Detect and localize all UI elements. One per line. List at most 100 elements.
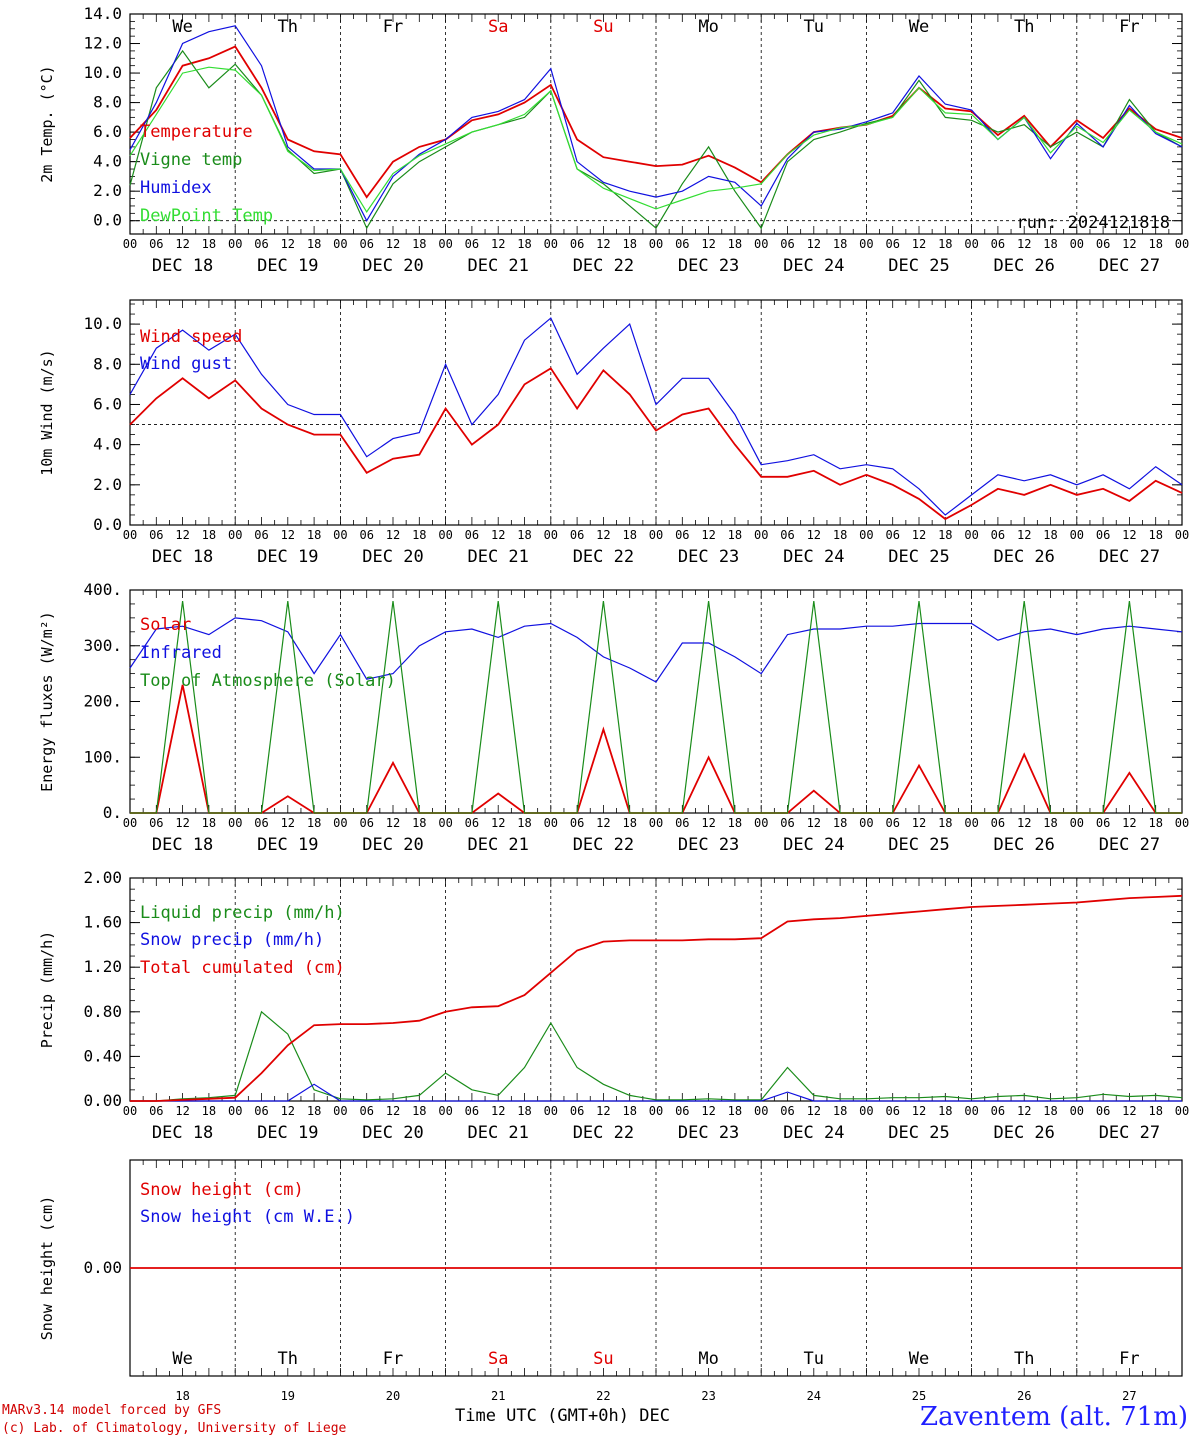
hour-tick-label: 00 [123,816,137,830]
weekday-label: We [909,1349,929,1369]
date-label: DEC 24 [783,1123,844,1143]
hour-tick-label: 12 [701,237,715,251]
hour-tick-label: 00 [1175,237,1189,251]
hour-tick-label: 12 [386,816,400,830]
hour-tick-label: 00 [333,237,347,251]
hour-tick-label: 06 [1096,1104,1110,1118]
hour-tick-label: 00 [1070,237,1084,251]
date-label: DEC 20 [362,1123,423,1143]
y-tick-label: 200. [83,692,122,711]
series-line-liquid-precip-mm-h- [130,1010,1183,1102]
date-label: DEC 27 [1099,835,1160,855]
date-label: DEC 26 [993,547,1054,567]
legend-entry: Total cumulated (cm) [140,958,345,978]
hour-tick-label: 00 [1175,528,1189,542]
hour-tick-label: 12 [912,237,926,251]
hour-tick-label: 12 [281,816,295,830]
hour-tick-label: 00 [859,816,873,830]
y-tick-label: 8.0 [93,93,122,112]
hour-tick-label: 18 [517,237,531,251]
day-number-label: 26 [1017,1389,1031,1400]
hour-tick-label: 00 [1175,1104,1189,1118]
day-number-label: 25 [912,1389,926,1400]
hour-tick-label: 00 [1175,816,1189,830]
hour-tick-label: 12 [1122,1104,1136,1118]
hour-tick-label: 00 [859,528,873,542]
y-tick-label: 14.0 [83,4,122,23]
y-tick-label: 8.0 [93,354,122,373]
hour-tick-label: 06 [675,816,689,830]
hour-tick-label: 06 [465,816,479,830]
hour-tick-label: 00 [123,237,137,251]
hour-tick-label: 06 [991,237,1005,251]
y-tick-label: 2.0 [93,181,122,200]
series-line-wind-gust [129,317,1183,516]
hour-tick-label: 00 [123,1104,137,1118]
hour-tick-label: 12 [701,528,715,542]
hour-tick-label: 00 [964,528,978,542]
hour-tick-label: 18 [938,1104,952,1118]
hour-tick-label: 18 [728,1104,742,1118]
hour-tick-label: 12 [386,1104,400,1118]
weekday-label: Th [1014,1349,1034,1369]
hour-tick-label: 06 [675,528,689,542]
hour-tick-label: 12 [281,528,295,542]
hour-tick-label: 12 [1122,237,1136,251]
series-line-total-cumulated-cm- [130,894,1183,1102]
hour-tick-label: 06 [359,528,373,542]
hour-tick-label: 12 [912,528,926,542]
hour-tick-label: 12 [281,237,295,251]
y-tick-label: 0.0 [93,211,122,230]
hour-tick-label: 18 [622,528,636,542]
weekday-label: Tu [804,1349,824,1369]
hour-tick-label: 18 [412,237,426,251]
hour-tick-label: 18 [412,1104,426,1118]
run-annotation: run: 2024121818 [1016,213,1170,233]
date-label: DEC 25 [888,547,949,567]
hour-tick-label: 12 [807,528,821,542]
weekday-label: Fr [383,1349,403,1369]
legend-entry: Wind gust [140,354,232,374]
hour-tick-label: 06 [254,1104,268,1118]
hour-tick-label: 06 [359,237,373,251]
y-tick-label: 4.0 [93,435,122,454]
hour-tick-label: 06 [1096,528,1110,542]
hour-tick-label: 00 [754,237,768,251]
weekday-label: Th [278,17,298,37]
hour-tick-label: 12 [807,237,821,251]
y-tick-label: 2.00 [83,868,122,887]
hour-tick-label: 12 [701,816,715,830]
series-line-snow-precip-mm-h- [130,1083,1182,1102]
legend-entry: Temperature [140,122,253,142]
date-label: DEC 22 [573,835,634,855]
date-label: DEC 27 [1099,256,1160,276]
y-axis-label: Energy fluxes (W/m²) [38,611,56,792]
weekday-label: We [172,17,192,37]
weekday-label: Su [593,1349,613,1369]
date-label: DEC 20 [362,835,423,855]
legend-entry: Top of Atmosphere (Solar) [140,671,396,691]
legend-entry: Liquid precip (mm/h) [140,903,345,923]
hour-tick-label: 18 [1043,528,1057,542]
hour-tick-label: 18 [307,1104,321,1118]
y-tick-label: 10.0 [83,314,122,333]
hour-tick-label: 12 [912,1104,926,1118]
date-label: DEC 20 [362,547,423,567]
hour-tick-label: 06 [570,1104,584,1118]
series-line-top-of-atmosphere-solar- [130,601,1182,814]
hour-tick-label: 06 [465,237,479,251]
weekday-label: Fr [1119,1349,1139,1369]
hour-tick-label: 18 [728,528,742,542]
hour-tick-label: 12 [596,1104,610,1118]
y-tick-label: 10.0 [83,63,122,82]
hour-tick-label: 00 [649,816,663,830]
hour-tick-label: 06 [1096,237,1110,251]
y-tick-label: 2.0 [93,475,122,494]
series-line-temperature [129,45,1183,199]
hour-tick-label: 18 [517,816,531,830]
hour-tick-label: 18 [728,237,742,251]
hour-tick-label: 00 [964,1104,978,1118]
legend-entry: Snow height (cm) [140,1180,304,1200]
hour-tick-label: 18 [833,816,847,830]
date-label: DEC 22 [573,547,634,567]
